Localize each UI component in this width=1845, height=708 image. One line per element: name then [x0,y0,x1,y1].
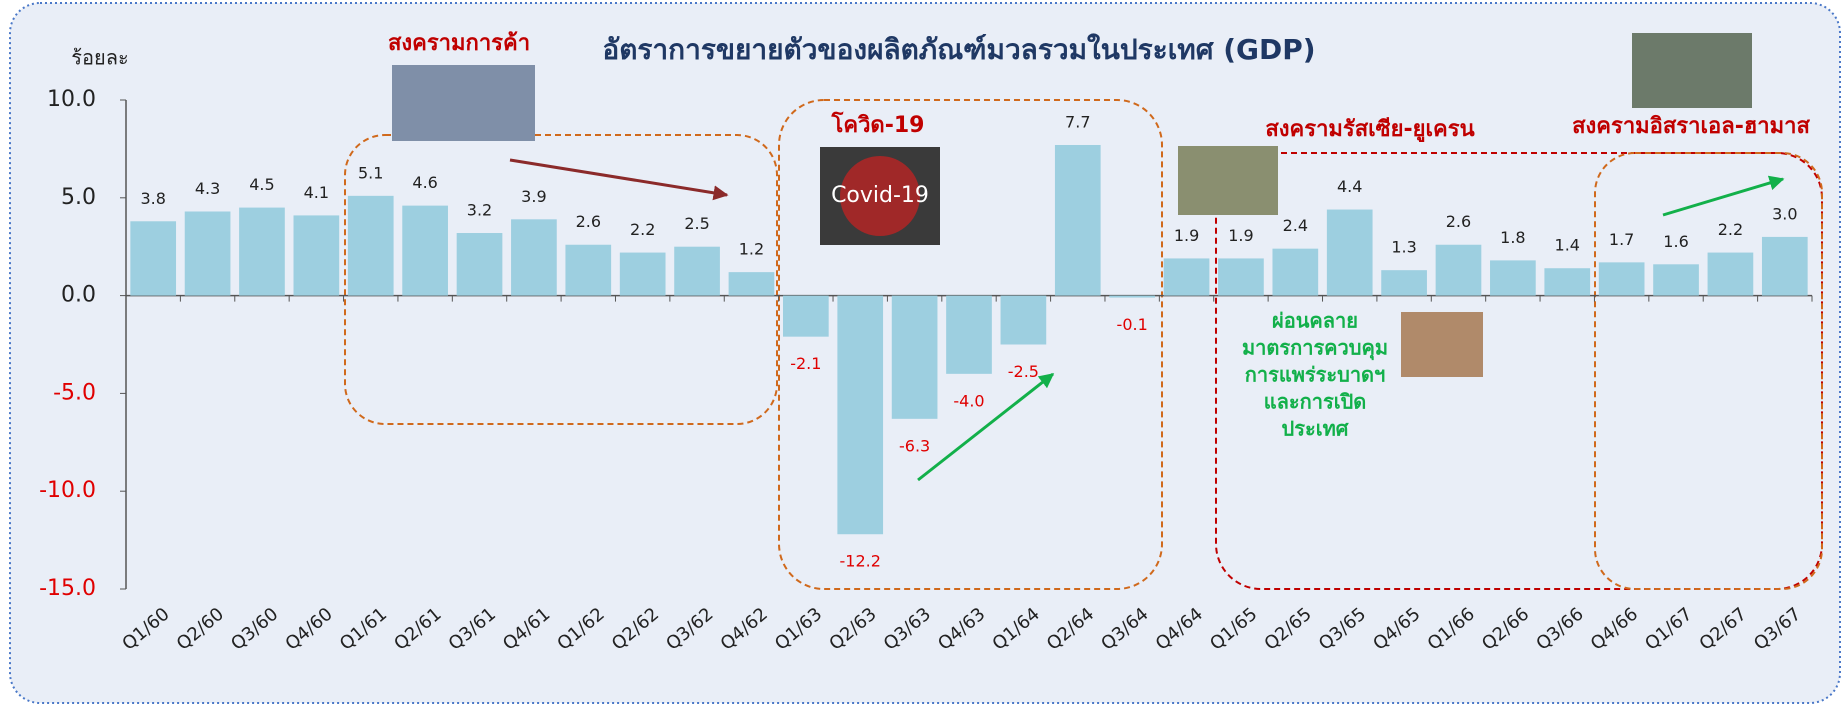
bar [294,215,340,295]
bar [185,211,231,295]
value-label: 1.3 [1391,238,1416,257]
value-label: 3.2 [467,201,492,220]
value-label: 1.9 [1228,226,1253,245]
value-label: 1.6 [1663,232,1688,251]
value-label: 4.5 [249,175,274,194]
value-label: 4.6 [412,173,437,192]
value-label: 2.2 [630,220,655,239]
annotation: สงครามการค้า [388,31,530,56]
tank-image [1178,146,1278,215]
y-tick-label: 0.0 [61,283,96,308]
covid-image-text: Covid-19 [831,183,929,208]
bar [348,196,394,296]
annotation: สงครามอิสราเอล-ฮามาส [1572,114,1810,139]
bar [457,233,503,296]
chart-title: อัตราการขยายตัวของผลิตภัณฑ์มวลรวมในประเท… [602,33,1315,66]
bar [892,296,938,419]
bar [1436,245,1482,296]
value-label: 2.2 [1718,220,1743,239]
y-tick-label: 10.0 [47,87,96,112]
bar [1001,296,1047,345]
bar [511,219,557,295]
bar [674,247,720,296]
bar [1762,237,1808,296]
value-label: -4.0 [953,391,984,410]
bar [1599,262,1645,295]
bar [729,272,775,295]
bar [1272,249,1318,296]
annotation: การแพร่ระบาดฯ [1245,363,1386,387]
annotation: ประเทศ [1282,417,1350,441]
value-label: 5.1 [358,163,383,182]
bar [837,296,883,535]
value-label: 3.8 [140,189,165,208]
value-label: 2.4 [1283,216,1308,235]
y-tick-label: 5.0 [61,185,96,210]
value-label: 1.7 [1609,230,1634,249]
y-tick-label: -5.0 [53,380,96,405]
bar [1218,258,1264,295]
chart: Covid-19 อัตราการขยายตัวของผลิตภัณฑ์มวลร… [0,0,1845,708]
annotation: ผ่อนคลาย [1272,309,1358,333]
value-label: -6.3 [899,436,930,455]
value-label: 1.8 [1500,228,1525,247]
bar [239,208,285,296]
annotation: มาตรการควบคุม [1242,336,1388,361]
israel-image [1632,33,1752,108]
bar [946,296,992,374]
bar [1327,210,1373,296]
value-label: 1.4 [1555,236,1580,255]
value-label: 4.3 [195,179,220,198]
value-label: 1.2 [739,240,764,259]
annotation: สงครามรัสเซีย-ยูเครน [1265,117,1474,143]
bar [783,296,829,337]
bar [402,206,448,296]
y-axis-label: ร้อยละ [71,46,128,70]
value-label: -12.2 [840,552,881,571]
value-label: 3.9 [521,187,546,206]
trade-image [392,65,535,141]
y-tick-label: -15.0 [39,576,96,601]
bar [620,253,666,296]
y-tick-label: -10.0 [39,478,96,503]
bar [1109,296,1155,298]
bar [1490,260,1536,295]
value-label: 2.6 [1446,212,1471,231]
annotation: และการเปิด [1264,390,1367,414]
bar [1653,264,1699,295]
value-label: 3.0 [1772,204,1797,223]
bar [1381,270,1427,295]
tourist-image [1401,312,1483,377]
bar [565,245,611,296]
value-label: -2.1 [790,354,821,373]
value-label: 2.6 [576,212,601,231]
value-label: 7.7 [1065,112,1090,131]
value-label: 2.5 [684,214,709,233]
value-label: -2.5 [1008,362,1039,381]
value-label: 4.1 [304,183,329,202]
bar [1055,145,1101,296]
bar [1164,258,1210,295]
value-label: 4.4 [1337,177,1362,196]
page: Covid-19 อัตราการขยายตัวของผลิตภัณฑ์มวลร… [0,0,1845,708]
value-label: 1.9 [1174,226,1199,245]
value-label: -0.1 [1117,315,1148,334]
bar [1544,268,1590,295]
bar [130,221,176,295]
annotation: โควิด-19 [831,111,925,138]
bar [1708,253,1754,296]
